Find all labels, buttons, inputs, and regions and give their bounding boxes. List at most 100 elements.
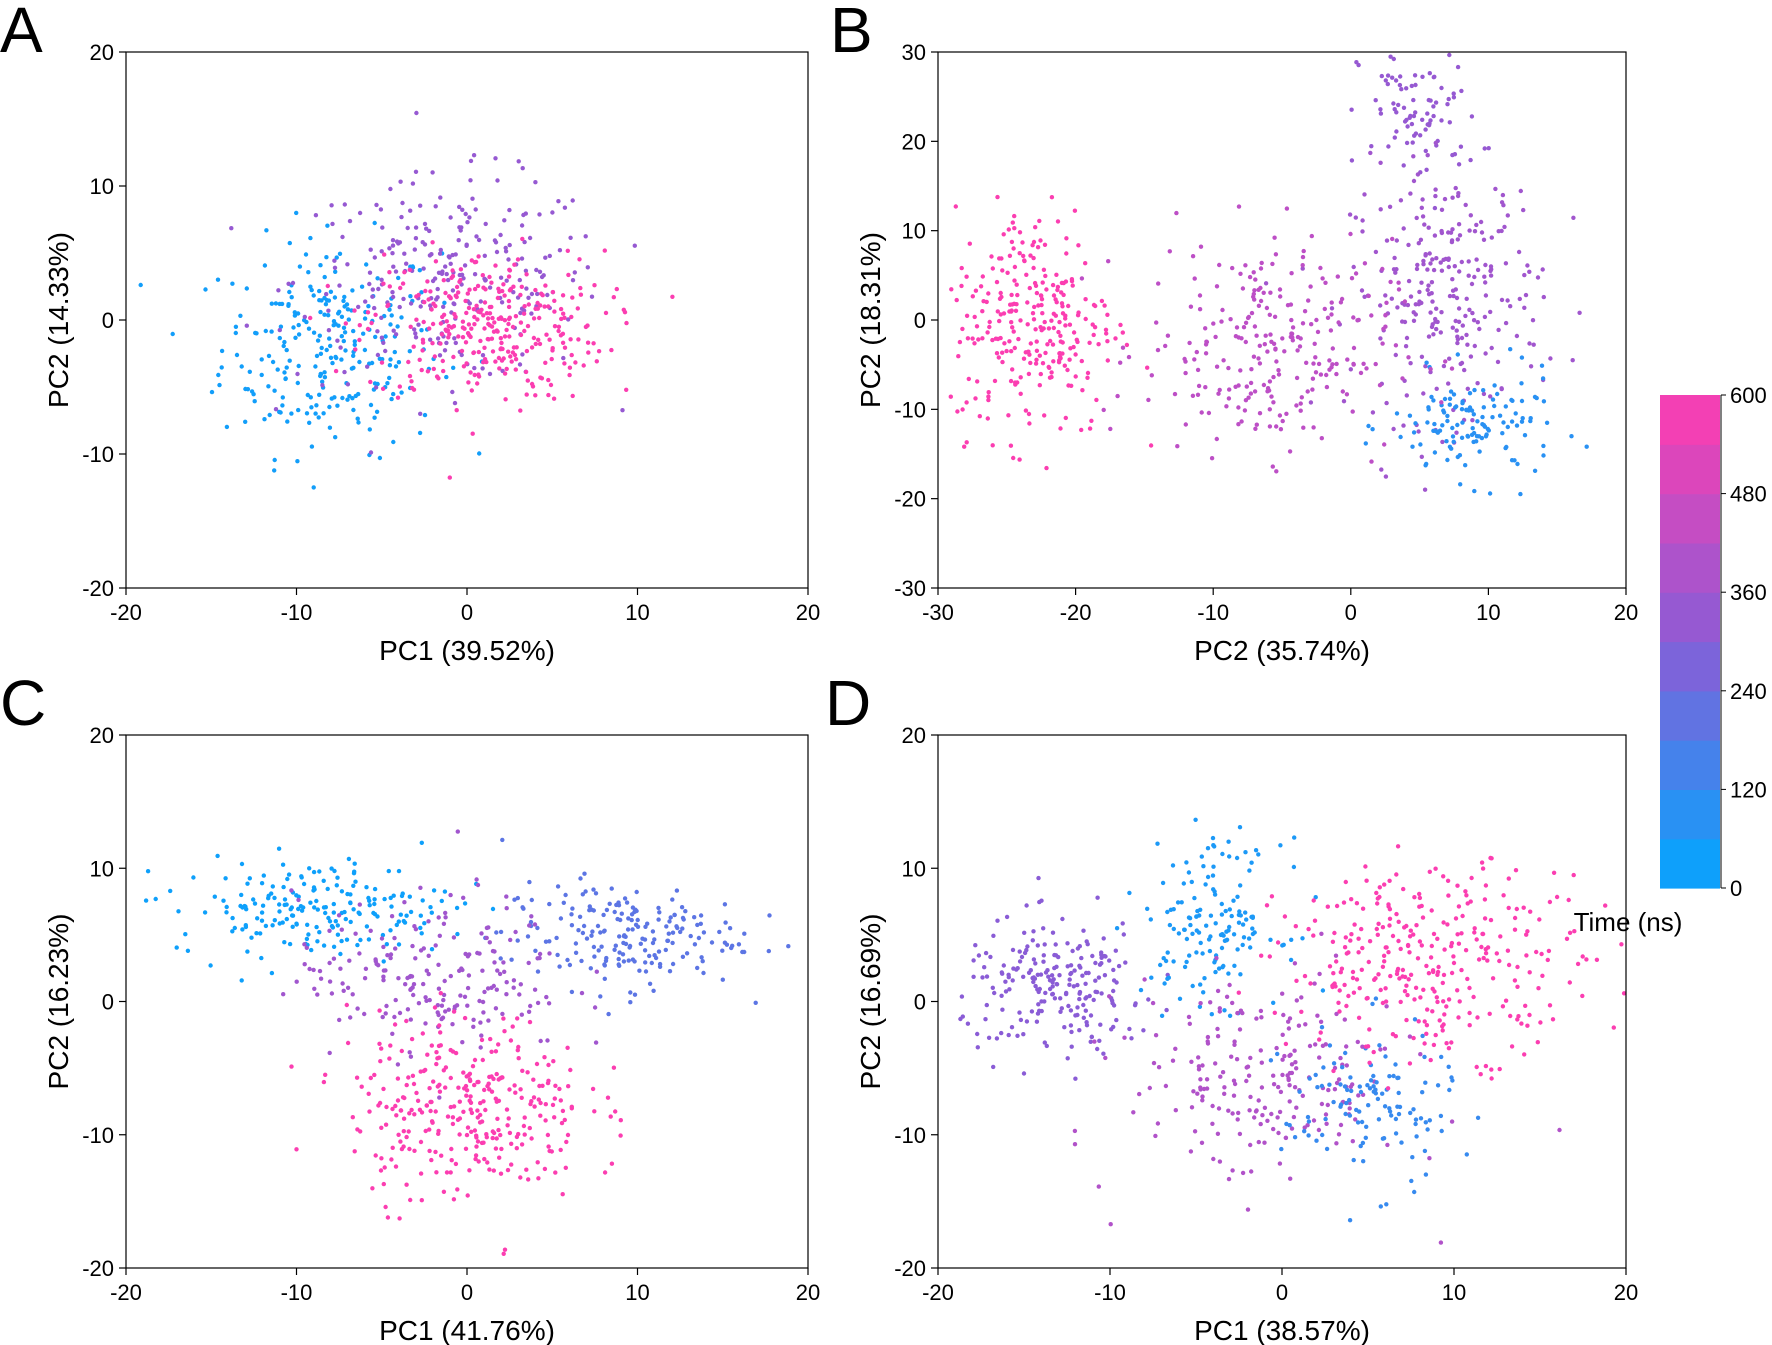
scatter-point	[1017, 251, 1022, 256]
scatter-point	[1371, 1073, 1376, 1079]
scatter-point	[251, 897, 256, 902]
scatter-point	[562, 1117, 567, 1123]
scatter-point	[1219, 319, 1224, 324]
scatter-point	[1420, 1033, 1425, 1039]
scatter-point	[1072, 1142, 1078, 1147]
scatter-point	[1070, 283, 1075, 288]
scatter-point	[998, 290, 1003, 296]
scatter-point	[1258, 298, 1264, 304]
scatter-point	[1001, 311, 1007, 316]
scatter-point	[366, 937, 372, 942]
scatter-point	[1242, 408, 1248, 413]
scatter-point	[1496, 327, 1501, 333]
scatter-point	[1226, 1108, 1231, 1113]
scatter-point	[1458, 144, 1464, 149]
cluster-5	[948, 194, 1154, 471]
scatter-point	[1513, 411, 1518, 416]
scatter-point	[514, 1146, 519, 1151]
scatter-point	[400, 200, 405, 206]
scatter-point	[569, 1106, 574, 1111]
scatter-point	[991, 1064, 996, 1070]
scatter-point	[1382, 1104, 1388, 1109]
scatter-point	[428, 337, 433, 342]
scatter-point	[590, 929, 595, 934]
scatter-point	[453, 293, 458, 298]
scatter-point	[1378, 336, 1383, 341]
scatter-point	[351, 407, 356, 413]
scatter-point	[1085, 375, 1090, 380]
scatter-point	[202, 910, 208, 915]
scatter-point	[322, 370, 327, 375]
scatter-point	[476, 1159, 481, 1164]
scatter-point	[450, 252, 455, 258]
scatter-point	[337, 1017, 342, 1023]
scatter-point	[622, 310, 628, 315]
scatter-point	[1258, 266, 1264, 271]
scatter-point	[370, 294, 375, 299]
scatter-point	[545, 1038, 550, 1043]
scatter-point	[1054, 300, 1059, 305]
scatter-point	[307, 866, 312, 871]
scatter-point	[296, 407, 301, 413]
scatter-point	[381, 944, 386, 950]
scatter-point	[1493, 186, 1498, 192]
scatter-point	[1033, 983, 1038, 989]
scatter-point	[609, 1161, 615, 1166]
scatter-point	[372, 220, 377, 226]
scatter-point	[1440, 1028, 1445, 1033]
scatter-point	[525, 1070, 530, 1075]
scatter-point	[270, 923, 275, 928]
scatter-point	[1594, 957, 1600, 962]
scatter-point	[1256, 852, 1261, 857]
scatter-point	[1341, 900, 1347, 905]
scatter-point	[1450, 425, 1455, 431]
scatter-point	[1075, 313, 1081, 318]
scatter-point	[980, 975, 985, 980]
scatter-point	[357, 323, 362, 328]
scatter-point	[1265, 386, 1271, 391]
scatter-point	[1428, 118, 1433, 123]
scatter-point	[1021, 1032, 1026, 1037]
scatter-point	[1188, 922, 1193, 928]
scatter-point	[390, 238, 396, 243]
scatter-point	[1469, 281, 1475, 287]
scatter-point	[383, 1011, 388, 1016]
scatter-point	[518, 320, 524, 325]
scatter-point	[422, 412, 428, 418]
scatter-point	[1268, 937, 1273, 942]
scatter-point	[259, 918, 265, 923]
scatter-point	[375, 329, 380, 334]
scatter-point	[1031, 239, 1037, 245]
scatter-point	[1034, 339, 1039, 344]
scatter-point	[1324, 1121, 1329, 1127]
scatter-point	[1091, 332, 1096, 338]
y-tick-label: 10	[90, 856, 114, 881]
scatter-point	[336, 323, 341, 328]
scatter-point	[388, 928, 393, 933]
scatter-point	[1375, 1096, 1381, 1102]
scatter-point	[552, 298, 557, 303]
scatter-point	[1069, 383, 1074, 388]
scatter-point	[1192, 357, 1197, 362]
scatter-point	[487, 285, 493, 290]
scatter-point	[1282, 914, 1288, 919]
scatter-point	[501, 1251, 506, 1257]
scatter-point	[1439, 400, 1444, 405]
scatter-point	[357, 337, 362, 343]
scatter-point	[1020, 240, 1025, 245]
scatter-point	[1077, 996, 1082, 1002]
scatter-point	[553, 1170, 558, 1175]
scatter-point	[1031, 957, 1037, 962]
scatter-point	[345, 262, 350, 267]
scatter-point	[313, 364, 318, 369]
scatter-point	[1277, 413, 1283, 418]
scatter-point	[390, 1106, 395, 1112]
scatter-point	[1031, 317, 1037, 322]
scatter-point	[1404, 983, 1409, 988]
scatter-point	[387, 246, 392, 251]
y-tick-label: -10	[82, 1123, 114, 1148]
scatter-point	[667, 969, 673, 974]
scatter-point	[450, 1115, 456, 1120]
scatter-point	[1066, 303, 1071, 309]
scatter-point	[986, 394, 991, 399]
